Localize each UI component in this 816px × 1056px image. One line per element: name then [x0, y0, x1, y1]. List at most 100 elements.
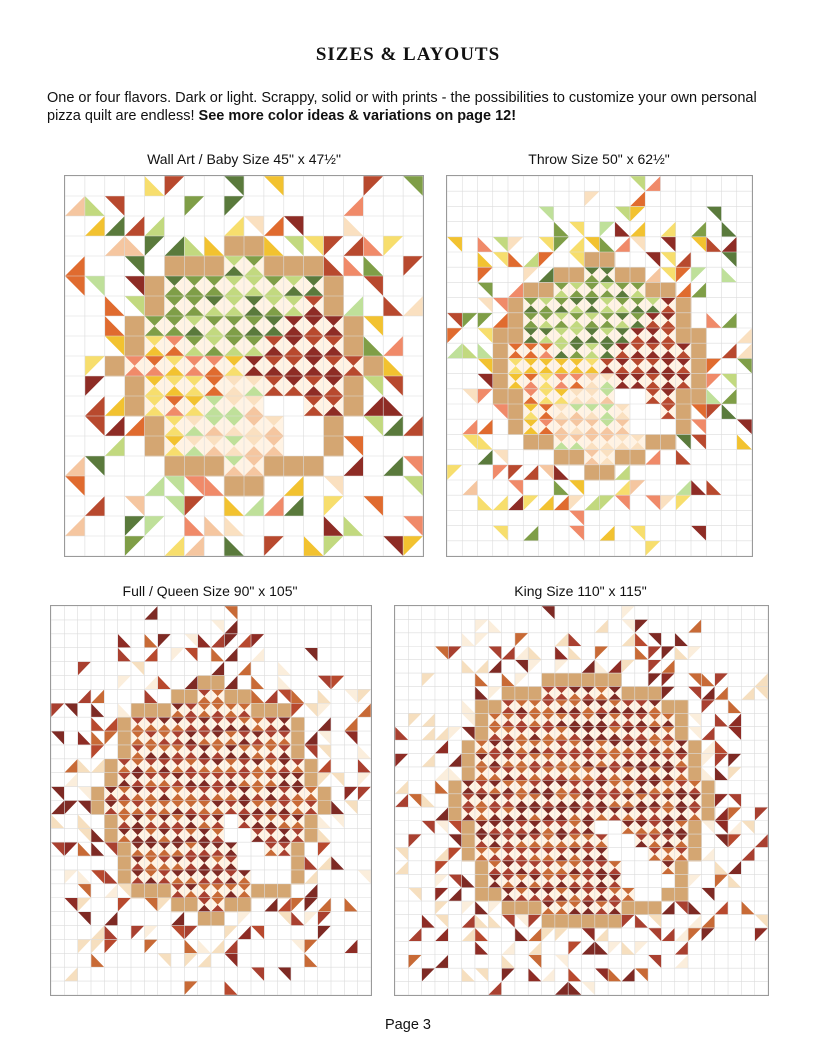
patch-triangle [291, 758, 298, 773]
patch-square [237, 856, 251, 870]
patch-triangle [588, 713, 595, 727]
patch-triangle [648, 699, 662, 707]
patch-triangle [675, 449, 691, 465]
patch-triangle [661, 726, 675, 734]
patch-triangle [528, 733, 542, 741]
patch-triangle [561, 834, 569, 848]
patch-triangle [508, 834, 515, 848]
patch-triangle [197, 876, 211, 884]
patch-triangle [197, 717, 205, 732]
patch-triangle [117, 821, 131, 829]
patch-triangle [553, 236, 569, 252]
patch-triangle [211, 835, 225, 843]
patch-triangle [197, 786, 211, 794]
patch-triangle [84, 196, 105, 216]
patch-triangle [514, 733, 529, 741]
patch-triangle [568, 693, 582, 700]
patch-triangle [554, 720, 569, 727]
patch-triangle [461, 807, 475, 814]
crust-square [501, 686, 516, 701]
patch-triangle [541, 807, 549, 821]
patch-triangle [614, 290, 630, 298]
patch-triangle [614, 793, 622, 808]
patch-triangle [601, 780, 609, 794]
patch-triangle [51, 786, 65, 801]
patch-triangle [217, 897, 225, 912]
patch-triangle [538, 373, 547, 389]
patch-triangle [630, 335, 646, 344]
patch-triangle [523, 320, 539, 328]
patch-triangle [661, 733, 675, 741]
patch-triangle [691, 267, 707, 283]
patch-triangle [171, 772, 178, 787]
crust-square [501, 901, 516, 916]
patch-triangle [608, 760, 622, 767]
patch-triangle [581, 746, 595, 754]
patch-triangle [594, 901, 602, 915]
patch-triangle [131, 842, 145, 850]
patch-triangle [501, 713, 509, 727]
patch-triangle [462, 480, 478, 496]
patch-triangle [634, 813, 649, 821]
patch-triangle [607, 419, 615, 435]
patch-triangle [462, 343, 478, 359]
patch-triangle [668, 740, 675, 754]
patch-triangle [634, 760, 649, 767]
patch-triangle [554, 981, 569, 995]
intro-callout[interactable]: See more color ideas & variations on pag… [198, 108, 517, 124]
patch-triangle [488, 860, 495, 875]
patch-triangle [257, 717, 265, 732]
patch-triangle [528, 793, 542, 801]
patch-triangle [251, 772, 258, 787]
patch-triangle [508, 699, 515, 714]
patch-triangle [204, 276, 225, 286]
patch-triangle [317, 703, 331, 718]
patch-triangle [343, 516, 364, 536]
patch-triangle [721, 267, 737, 283]
patch-triangle [514, 894, 529, 902]
patch-triangle [263, 326, 284, 336]
patch-triangle [599, 335, 615, 344]
patch-triangle [674, 780, 689, 788]
patch-triangle [224, 800, 231, 815]
patch-triangle [231, 772, 238, 787]
patch-triangle [157, 786, 165, 801]
patch-triangle [514, 740, 529, 747]
patch-triangle [661, 713, 675, 721]
patch-triangle [541, 766, 555, 774]
patch-triangle [251, 647, 265, 662]
patch-triangle [303, 356, 324, 366]
patch-triangle [117, 772, 125, 787]
patch-triangle [538, 335, 554, 344]
patch-triangle [184, 710, 198, 718]
patch-triangle [634, 740, 649, 747]
patch-triangle [538, 312, 554, 321]
patch-triangle [474, 787, 489, 794]
patch-triangle [599, 312, 608, 328]
patch-triangle [614, 740, 622, 754]
patch-triangle [357, 772, 371, 787]
patch-triangle [621, 632, 635, 647]
patch-triangle [553, 297, 562, 313]
patch-triangle [508, 464, 524, 480]
patch-triangle [474, 834, 482, 848]
patch-triangle [277, 772, 291, 780]
patch-triangle [523, 381, 539, 389]
patch-triangle [674, 753, 689, 761]
patch-triangle [244, 306, 264, 316]
patch-triangle [197, 633, 211, 648]
patch-triangle [538, 381, 554, 389]
patch-triangle [237, 710, 251, 718]
patch-triangle [501, 820, 509, 835]
patch-triangle [303, 386, 324, 396]
patch-triangle [131, 779, 145, 787]
patch-triangle [661, 760, 675, 767]
patch-triangle [648, 954, 662, 969]
patch-triangle [251, 835, 265, 843]
patch-triangle [477, 236, 493, 252]
patch-triangle [474, 834, 489, 841]
patch-triangle [528, 740, 535, 754]
patch-square [621, 834, 635, 848]
patch-triangle [528, 726, 535, 741]
patch-triangle [488, 820, 502, 828]
